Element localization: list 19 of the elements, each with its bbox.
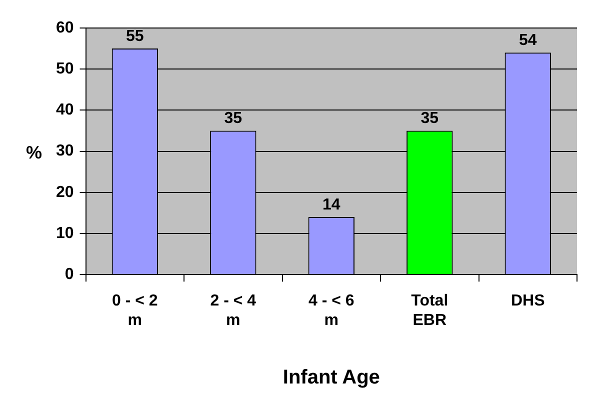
y-tick-label: 30 xyxy=(56,142,74,160)
x-tick-label: 2 - < 4 m xyxy=(210,292,256,329)
y-tick-label: 20 xyxy=(56,184,74,201)
data-label: 35 xyxy=(420,110,439,128)
x-tick-label: DHS xyxy=(510,292,546,310)
y-axis-title: % xyxy=(26,142,42,162)
y-tick-label: 0 xyxy=(64,266,74,284)
y-tick-label: 60 xyxy=(56,19,74,36)
data-label: 14 xyxy=(322,196,340,214)
x-axis-title: Infant Age xyxy=(282,366,380,389)
y-tick-label: 40 xyxy=(56,102,74,119)
x-tick-label: Total EBR xyxy=(411,292,448,329)
y-tick-label: 10 xyxy=(56,224,74,242)
x-tick-label: 0 - < 2 m xyxy=(112,292,158,329)
x-tick-label: 4 - < 6 m xyxy=(308,292,354,329)
y-tick-label: 50 xyxy=(56,60,74,78)
data-label: 54 xyxy=(518,32,537,50)
data-label: 35 xyxy=(224,110,242,128)
data-label: 55 xyxy=(126,28,144,45)
